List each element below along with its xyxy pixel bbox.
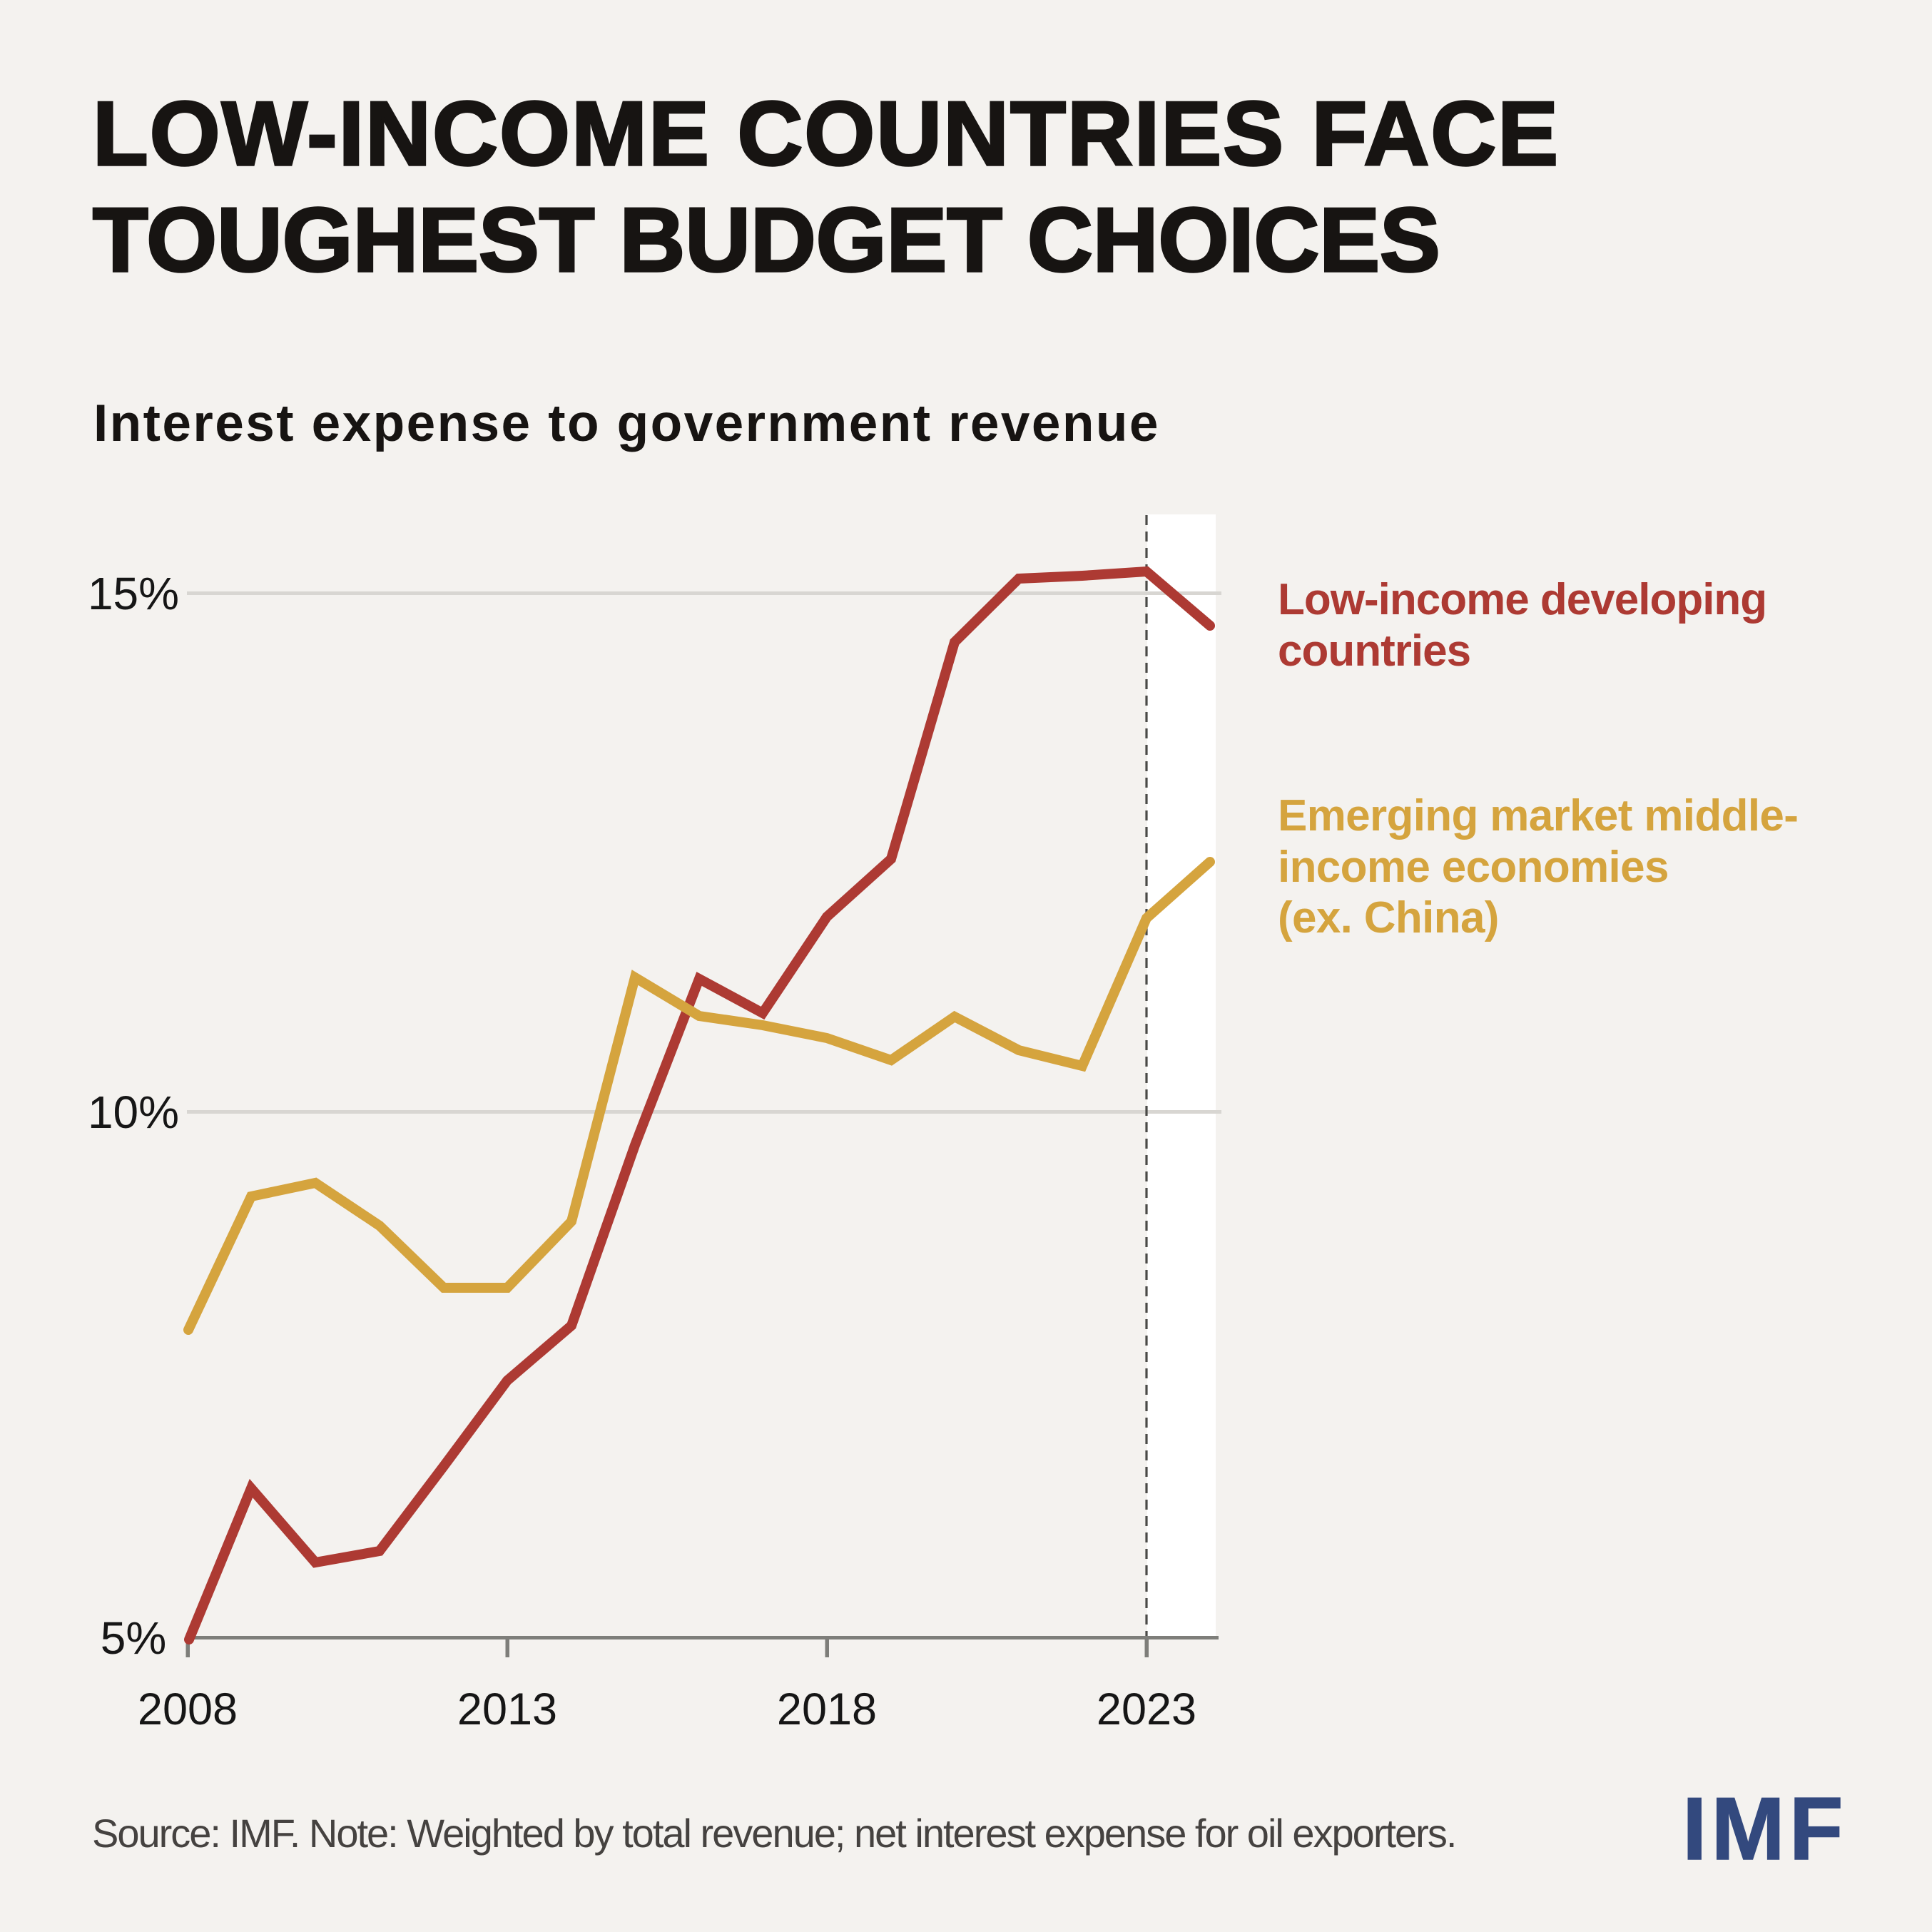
svg-text:2008: 2008	[138, 1684, 238, 1734]
svg-text:5%: 5%	[101, 1612, 167, 1664]
svg-text:2013: 2013	[457, 1684, 557, 1734]
svg-text:10%: 10%	[88, 1087, 179, 1138]
svg-text:2023: 2023	[1097, 1684, 1196, 1734]
svg-text:15%: 15%	[88, 568, 179, 619]
svg-text:2018: 2018	[777, 1684, 877, 1734]
